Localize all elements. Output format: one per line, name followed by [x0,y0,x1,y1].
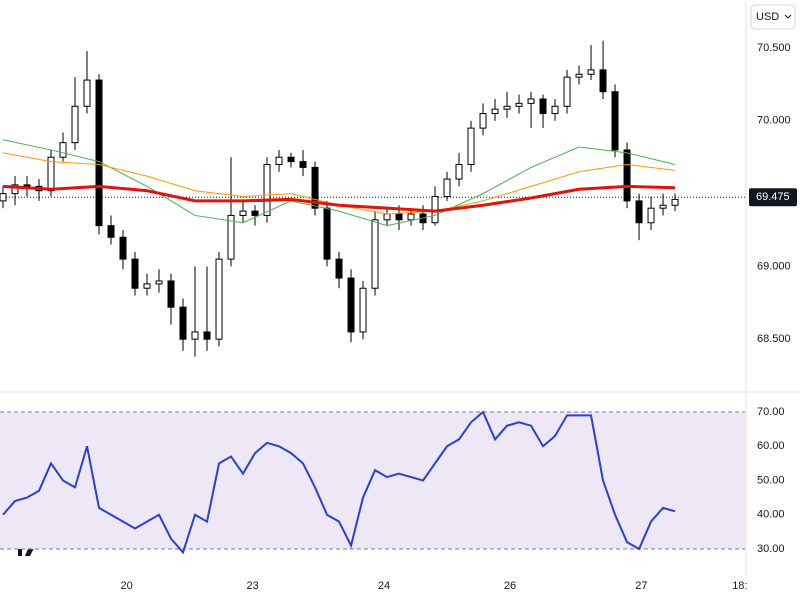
x-tick-label: 20 [120,580,132,592]
candle-body [359,287,367,333]
candle-body [371,219,379,289]
candle-body [107,225,115,238]
x-tick-label: 26 [504,580,516,592]
candle-body [383,213,391,221]
candle-body [83,79,91,107]
currency-label[interactable]: USD [756,11,779,23]
last-price-box [749,188,797,207]
candle-body [323,207,331,260]
candle-body [335,258,343,279]
candle-body [287,156,295,163]
y-tick-label: 69.000 [757,260,791,272]
candle-body [527,98,535,104]
candle-body [227,214,235,260]
candle-body [239,210,247,216]
candle-body [251,210,259,216]
candle-body [491,108,499,115]
candle-body [11,184,19,195]
candle-body [575,73,583,78]
x-tick-label: 23 [246,580,258,592]
candle-body [131,258,139,289]
candle-body [191,331,199,340]
candle-body [263,164,271,216]
candle-body [539,98,547,115]
candle-body [143,283,151,289]
x-tick-label: 27 [635,580,647,592]
y-tick-label: 60.00 [757,440,785,452]
y-tick-label: 50.00 [757,474,785,486]
candle-body [443,178,451,198]
currency-button[interactable] [750,4,796,30]
candle-body [179,306,187,340]
candle-body [659,204,667,209]
y-tick-label: 70.000 [757,115,791,127]
rsi-band [0,411,745,550]
candle-body [407,213,415,221]
candle-body [551,105,559,115]
x-tick-label: 18: [732,580,747,592]
candle-body [71,105,79,144]
candle-body [203,331,211,340]
rsi-line [2,410,676,555]
x-tick-label: 24 [378,580,390,592]
moving-average [2,184,676,213]
candle-body [23,184,31,187]
y-tick-label: 70.500 [757,42,791,54]
y-tick-label: 70.00 [757,406,785,418]
candle-body [587,69,595,75]
candle-body [647,207,655,224]
y-tick-label: 30.00 [757,543,785,555]
candle-body [623,149,631,202]
candle-body [515,102,523,107]
candle-body [311,166,319,209]
candle-body [47,156,55,192]
currency-caret [784,14,792,19]
candle-body [563,76,571,107]
candle-body [167,280,175,308]
candle-body [455,164,463,180]
candle-body [503,105,511,110]
candle-body [95,79,103,227]
candle-body [275,156,283,166]
y-tick-label: 68.500 [757,333,791,345]
candle-body [671,198,679,206]
candle-body [0,193,7,202]
candle-body [299,161,307,168]
candle-body [599,69,607,93]
candle-body [347,277,355,333]
candle-body [635,200,643,224]
candle-body [611,91,619,151]
moving-average [2,139,676,227]
candle-body [395,213,403,221]
candle-body [479,113,487,129]
candle-body [215,258,223,340]
candle-body [155,280,163,285]
candle-body [59,142,67,158]
candle-body [119,236,127,260]
y-tick-label: 40.00 [757,509,785,521]
last-price-label: 69.475 [756,191,790,203]
candle-body [467,127,475,166]
